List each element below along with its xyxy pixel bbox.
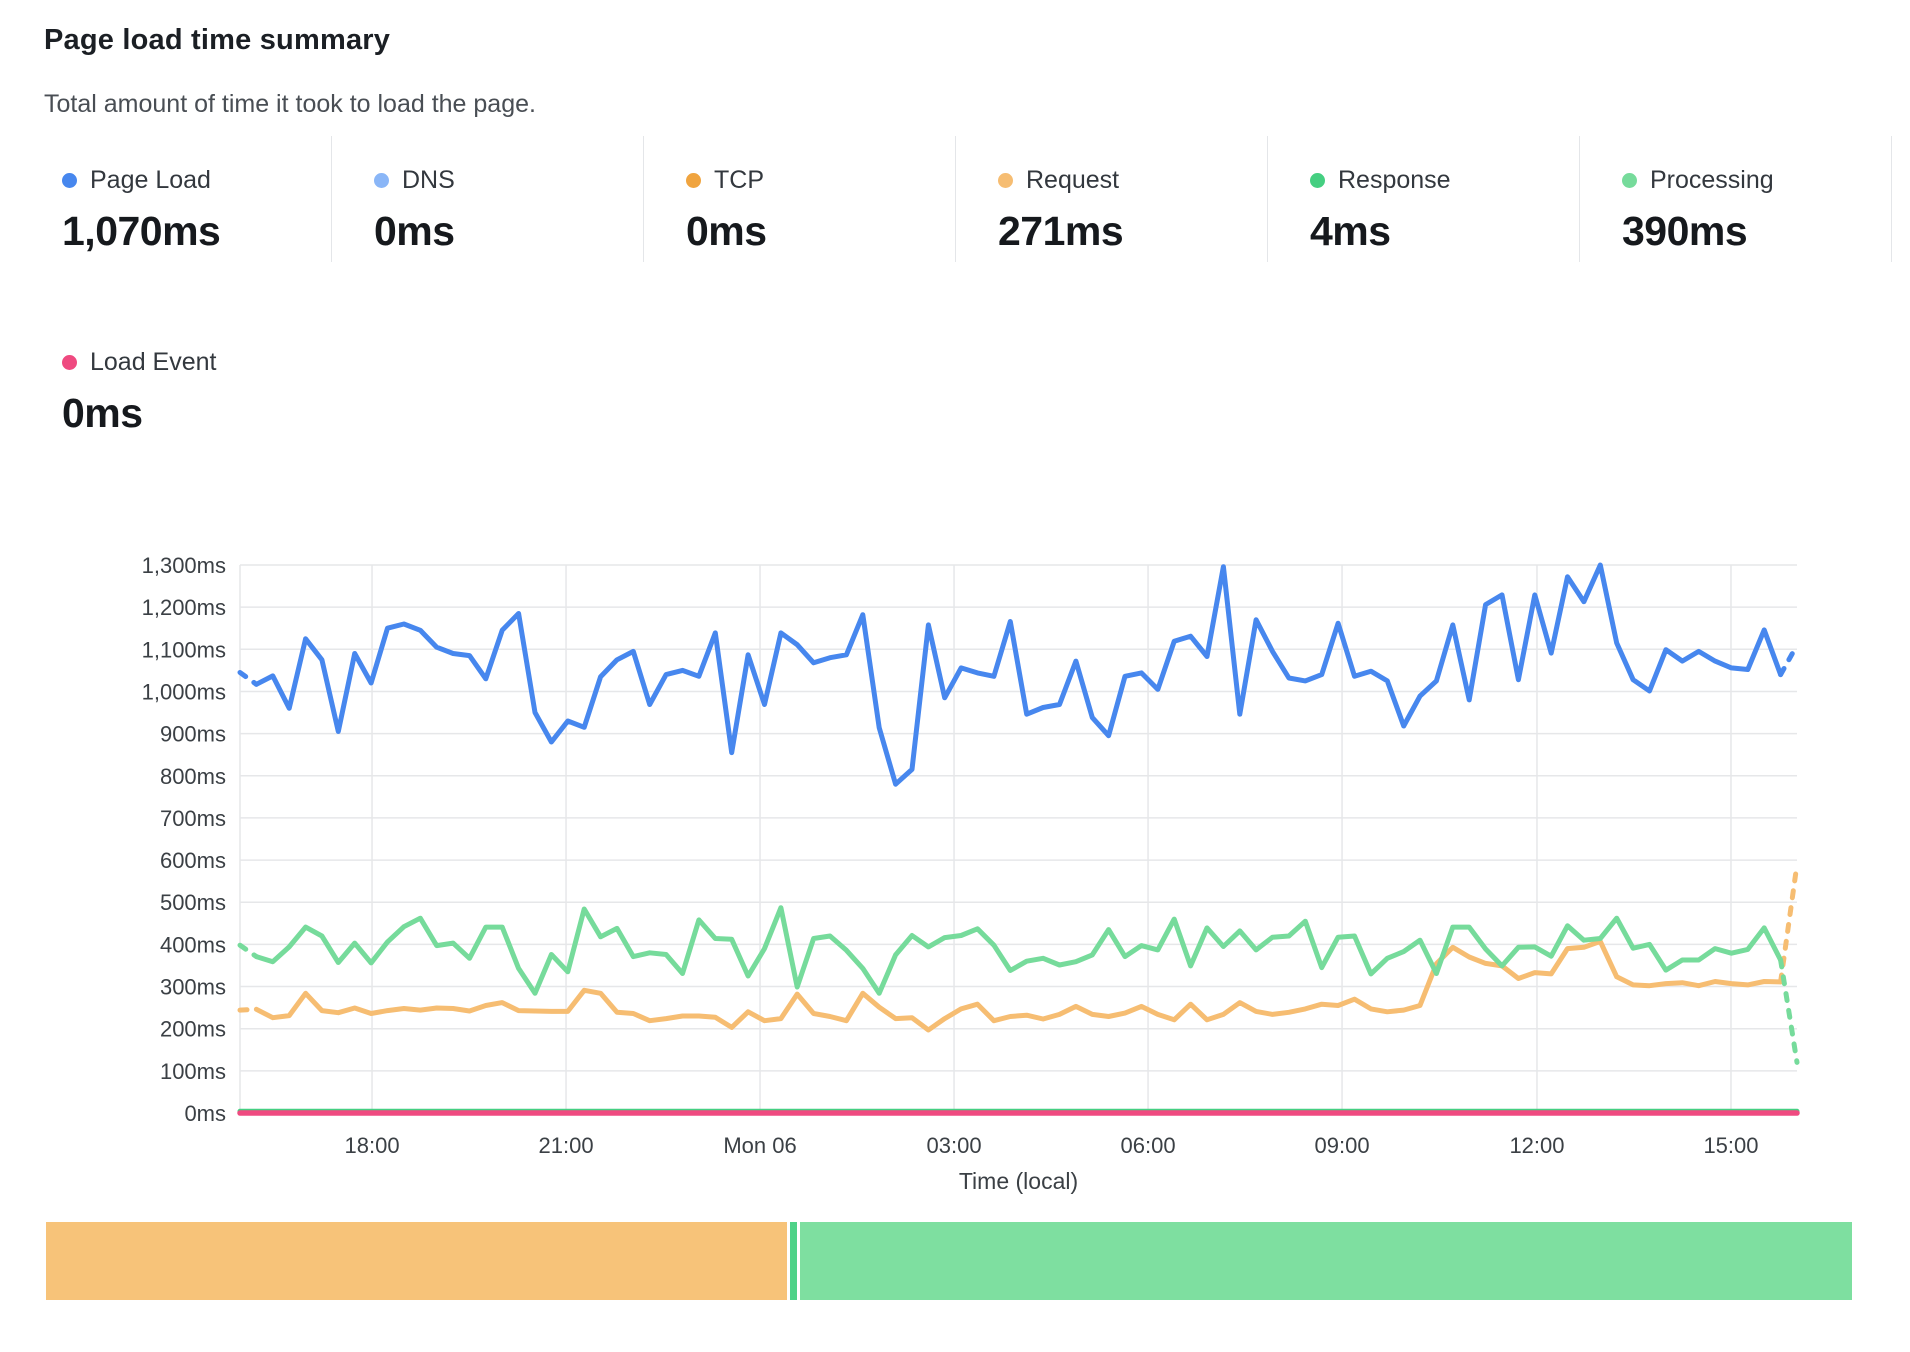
y-axis-tick-label: 1,300ms xyxy=(142,553,226,578)
y-axis-tick-label: 600ms xyxy=(160,848,226,873)
metric-value: 0ms xyxy=(62,390,143,436)
metric-label: Processing xyxy=(1650,166,1774,194)
x-axis-tick-label: 21:00 xyxy=(539,1133,594,1158)
y-axis-tick-label: 0ms xyxy=(184,1101,226,1126)
series-line-request xyxy=(237,1006,259,1013)
x-axis-tick-label: 03:00 xyxy=(927,1133,982,1158)
metric-label: Load Event xyxy=(90,348,217,376)
metric-label: TCP xyxy=(714,166,764,194)
x-axis-tick-label: Mon 06 xyxy=(723,1133,796,1158)
metric-card-page-load[interactable]: Page Load 1,070ms xyxy=(20,136,332,262)
series-line-page-load xyxy=(1778,642,1800,678)
y-axis-tick-label: 800ms xyxy=(160,764,226,789)
status-segment-up[interactable] xyxy=(800,1222,1852,1300)
page-title: Page load time summary xyxy=(44,24,391,56)
metric-label: Request xyxy=(1026,166,1120,194)
metrics-legend-row: Page Load 1,070ms DNS 0ms TCP 0ms Reques… xyxy=(20,136,1892,262)
tcp-legend-dot-icon xyxy=(686,173,701,188)
y-axis-tick-label: 700ms xyxy=(160,806,226,831)
processing-legend-dot-icon xyxy=(1622,173,1637,188)
uptime-status-bar[interactable] xyxy=(46,1222,1855,1300)
metric-value: 0ms xyxy=(686,208,767,254)
metric-value: 4ms xyxy=(1310,208,1391,254)
metric-card-dns[interactable]: DNS 0ms xyxy=(332,136,644,262)
response-legend-dot-icon xyxy=(1310,173,1325,188)
y-axis-tick-label: 1,200ms xyxy=(142,595,226,620)
metric-card-processing[interactable]: Processing 390ms xyxy=(1580,136,1892,262)
load-event-legend-dot-icon xyxy=(62,355,77,370)
metric-card-request[interactable]: Request 271ms xyxy=(956,136,1268,262)
y-axis-tick-label: 200ms xyxy=(160,1017,226,1042)
y-axis-tick-label: 300ms xyxy=(160,975,226,1000)
dns-legend-dot-icon xyxy=(374,173,389,188)
y-axis-tick-label: 100ms xyxy=(160,1059,226,1084)
x-axis-tick-label: 12:00 xyxy=(1509,1133,1564,1158)
y-axis-tick-label: 1,000ms xyxy=(142,679,226,704)
page-load-legend-dot-icon xyxy=(62,173,77,188)
metric-value: 1,070ms xyxy=(62,208,221,254)
x-axis-tick-label: 18:00 xyxy=(345,1133,400,1158)
series-line-processing xyxy=(253,905,1784,996)
metric-label: DNS xyxy=(402,166,455,194)
metric-value: 390ms xyxy=(1622,208,1748,254)
series-line-request xyxy=(253,938,1784,1033)
y-axis-tick-label: 500ms xyxy=(160,890,226,915)
x-axis-tick-label: 09:00 xyxy=(1315,1133,1370,1158)
status-segment-degraded[interactable] xyxy=(46,1222,787,1300)
page-load-time-chart[interactable]: 0ms 100ms 200ms 300ms 400ms 500ms 600ms 700ms 80… xyxy=(0,430,1910,1220)
request-legend-dot-icon xyxy=(998,173,1013,188)
metric-value: 271ms xyxy=(998,208,1124,254)
series-line-page-load xyxy=(253,562,1784,787)
x-axis-title: Time (local) xyxy=(959,1168,1078,1194)
series-line-processing xyxy=(237,942,259,960)
chart-canvas[interactable]: 0ms 100ms 200ms 300ms 400ms 500ms 600ms 700ms 80… xyxy=(0,430,1910,1220)
series-line-page-load xyxy=(237,670,259,687)
metric-card-response[interactable]: Response 4ms xyxy=(1268,136,1580,262)
y-axis-tick-label: 1,100ms xyxy=(142,637,226,662)
metric-label: Page Load xyxy=(90,166,211,194)
metrics-legend-row-2: Load Event 0ms xyxy=(20,318,332,444)
metric-label: Response xyxy=(1338,166,1451,194)
metric-card-tcp[interactable]: TCP 0ms xyxy=(644,136,956,262)
metric-card-load-event[interactable]: Load Event 0ms xyxy=(20,318,332,444)
y-axis-tick-label: 900ms xyxy=(160,722,226,747)
status-segment-up[interactable] xyxy=(789,1222,797,1300)
metric-value: 0ms xyxy=(374,208,455,254)
x-axis-tick-label: 06:00 xyxy=(1121,1133,1176,1158)
page-subtitle: Total amount of time it took to load the… xyxy=(44,90,536,118)
y-axis-tick-label: 400ms xyxy=(160,932,226,957)
series-line-processing xyxy=(1778,957,1800,1065)
x-axis-tick-label: 15:00 xyxy=(1703,1133,1758,1158)
